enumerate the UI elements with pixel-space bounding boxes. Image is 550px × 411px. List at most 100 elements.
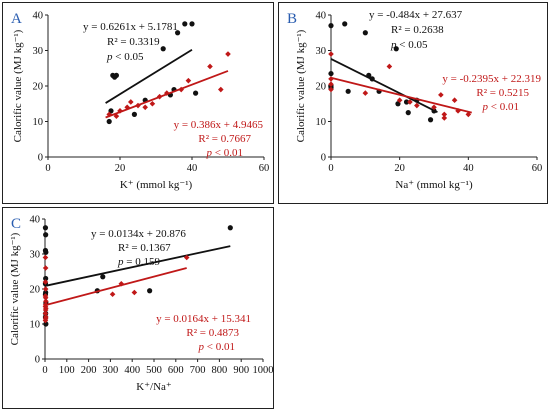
fit-annotation: y = -0.2395x + 22.319 [442, 73, 541, 85]
data-point [328, 70, 334, 77]
fit-annotation: y = -0.484x + 27.637 [369, 9, 463, 21]
y-tick-label: 30 [30, 250, 41, 261]
x-tick-label: 1000 [253, 365, 274, 376]
data-point [328, 86, 334, 93]
y-tick-label: 0 [38, 153, 43, 164]
data-point [42, 225, 49, 231]
data-point [342, 21, 348, 27]
data-point [386, 63, 393, 70]
data-point [42, 286, 49, 292]
x-tick-label: 500 [146, 365, 162, 376]
panel-letter: A [11, 11, 22, 27]
data-point [128, 99, 134, 105]
data-point [328, 51, 334, 57]
data-point [117, 108, 123, 114]
y-tick-label: 20 [30, 285, 41, 296]
data-point [328, 23, 334, 29]
x-tick-label: 0 [328, 163, 333, 174]
data-point [465, 111, 472, 118]
data-point [193, 90, 199, 96]
y-tick-label: 10 [30, 320, 41, 331]
y-axis-label: Calorific value (MJ kg⁻¹) [9, 232, 21, 345]
data-point [113, 72, 119, 78]
data-point [43, 275, 49, 282]
data-point [328, 81, 334, 88]
data-point [441, 115, 448, 121]
y-tick-label: 30 [316, 46, 327, 57]
data-point [182, 21, 188, 27]
x-axis-label: K⁺/Na⁺ [136, 381, 172, 393]
data-point [405, 110, 411, 116]
x-tick-label: 60 [532, 163, 543, 174]
data-point [43, 298, 49, 305]
fit-annotation: p < 0.01 [206, 147, 243, 159]
data-point [113, 113, 120, 119]
y-tick-label: 0 [321, 153, 326, 164]
data-point [42, 307, 49, 313]
data-point [362, 30, 368, 36]
data-point [106, 111, 112, 118]
fit-annotation: R² = 0.2638 [391, 24, 444, 36]
data-point [227, 225, 233, 231]
x-tick-label: 0 [42, 365, 47, 376]
data-point [42, 310, 49, 317]
data-point [441, 111, 448, 118]
data-point [362, 90, 369, 96]
fit-annotation: p = 0.159 [117, 256, 160, 268]
fit-annotation: p < 0.05 [106, 51, 144, 63]
chart-svg-b: B 0 20 40 60 0 10 20 30 40 Na⁺ (mmol kg⁻¹) Calorifi… [287, 9, 543, 191]
x-tick-label: 60 [259, 163, 270, 174]
data-point [42, 254, 49, 261]
y-tick-label: 20 [316, 82, 327, 93]
data-point [427, 117, 434, 123]
data-point [366, 72, 372, 78]
data-point [43, 321, 49, 327]
trend-line [44, 267, 187, 307]
data-point [43, 249, 49, 255]
data-point [407, 99, 413, 105]
data-point [431, 108, 437, 114]
data-point [43, 232, 49, 238]
panel-letter: C [11, 216, 21, 232]
data-point [160, 46, 166, 52]
data-point [369, 76, 375, 82]
y-tick-label: 10 [33, 117, 44, 128]
fit-annotation: R² = 0.3319 [107, 36, 160, 48]
data-point [118, 280, 125, 287]
data-point [455, 108, 461, 114]
fit-annotation: y = 0.6261x + 5.1781 [83, 21, 178, 33]
trend-line [44, 245, 231, 287]
panel-b: B 0 20 40 60 0 10 20 30 40 Na⁺ (mmol kg⁻¹) Calorifi… [278, 2, 548, 204]
data-point [393, 46, 399, 52]
x-tick-label: 200 [81, 365, 97, 376]
data-point [345, 88, 351, 94]
x-tick-label: 800 [212, 365, 228, 376]
panel-letter: B [287, 11, 297, 27]
fit-annotation: p < 0.01 [198, 341, 235, 353]
fit-annotation: y = 0.0164x + 15.341 [156, 313, 251, 325]
chart-svg-a: A 0 20 40 60 0 10 20 30 40 K⁺ (mmol kg⁻¹) Calorific… [11, 11, 270, 192]
data-point [149, 100, 156, 107]
x-tick-label: 600 [168, 365, 184, 376]
trend-line [105, 48, 193, 104]
fit-annotation: R² = 0.1367 [118, 242, 171, 254]
data-point [42, 317, 49, 324]
data-point [438, 92, 444, 98]
data-point [225, 51, 231, 57]
data-point [109, 291, 116, 298]
y-tick-label: 30 [33, 46, 44, 57]
x-tick-label: 400 [124, 365, 140, 376]
x-tick-label: 20 [394, 163, 405, 174]
data-point [42, 265, 49, 271]
y-tick-label: 40 [33, 11, 44, 22]
x-tick-label: 0 [45, 163, 50, 174]
x-axis-label: K⁺ (mmol kg⁻¹) [120, 179, 193, 191]
data-point [175, 30, 181, 36]
x-tick-label: 20 [115, 163, 126, 174]
data-point [403, 99, 410, 105]
x-tick-label: 700 [190, 365, 206, 376]
data-point [131, 111, 137, 117]
data-point [414, 102, 420, 109]
data-point [42, 294, 49, 301]
data-point [328, 76, 334, 82]
